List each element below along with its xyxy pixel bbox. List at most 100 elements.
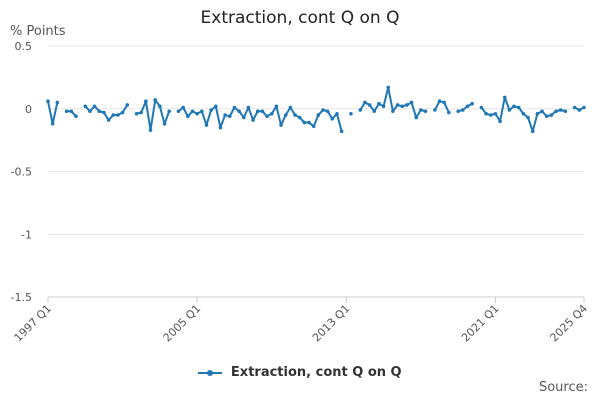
- data-point[interactable]: [386, 85, 391, 90]
- data-point[interactable]: [209, 108, 213, 112]
- data-point[interactable]: [195, 111, 199, 116]
- data-point[interactable]: [367, 103, 372, 107]
- data-point[interactable]: [111, 113, 116, 117]
- data-point[interactable]: [204, 123, 209, 127]
- data-point[interactable]: [181, 105, 185, 110]
- data-point[interactable]: [102, 110, 106, 115]
- data-point[interactable]: [572, 105, 577, 110]
- data-point[interactable]: [148, 128, 153, 132]
- data-point[interactable]: [255, 109, 260, 114]
- data-point[interactable]: [74, 114, 78, 119]
- data-point[interactable]: [186, 114, 190, 119]
- data-point[interactable]: [158, 104, 162, 109]
- data-point[interactable]: [55, 100, 60, 105]
- data-point[interactable]: [535, 111, 540, 116]
- data-point[interactable]: [316, 113, 321, 117]
- data-point[interactable]: [64, 109, 69, 114]
- data-point[interactable]: [330, 116, 335, 121]
- data-point[interactable]: [297, 115, 302, 120]
- data-point[interactable]: [549, 113, 554, 117]
- data-point[interactable]: [200, 109, 204, 114]
- data-point[interactable]: [167, 109, 171, 114]
- data-point[interactable]: [251, 118, 255, 122]
- data-point[interactable]: [237, 109, 241, 114]
- data-point[interactable]: [83, 104, 88, 109]
- data-point[interactable]: [260, 109, 265, 114]
- data-point[interactable]: [339, 129, 344, 134]
- data-point[interactable]: [116, 113, 120, 117]
- data-point[interactable]: [447, 110, 451, 115]
- data-point[interactable]: [232, 105, 237, 110]
- data-point[interactable]: [363, 100, 367, 105]
- data-point[interactable]: [46, 99, 50, 104]
- legend[interactable]: Extraction, cont Q on Q: [0, 365, 600, 380]
- data-point[interactable]: [144, 99, 148, 104]
- data-point[interactable]: [269, 111, 274, 116]
- data-point[interactable]: [153, 98, 157, 102]
- data-point[interactable]: [423, 109, 428, 114]
- data-point[interactable]: [433, 108, 437, 112]
- data-point[interactable]: [465, 104, 470, 109]
- data-point[interactable]: [92, 104, 97, 109]
- data-point[interactable]: [265, 114, 269, 119]
- data-point[interactable]: [349, 111, 353, 116]
- data-point[interactable]: [213, 104, 218, 109]
- data-point[interactable]: [223, 113, 227, 117]
- data-point[interactable]: [120, 110, 125, 115]
- data-point[interactable]: [274, 104, 279, 109]
- data-point[interactable]: [241, 115, 246, 120]
- data-point[interactable]: [358, 108, 363, 112]
- data-point[interactable]: [554, 109, 558, 114]
- data-point[interactable]: [456, 109, 460, 114]
- data-point[interactable]: [405, 103, 409, 107]
- data-point[interactable]: [498, 119, 502, 124]
- data-point[interactable]: [391, 109, 395, 114]
- data-point[interactable]: [97, 109, 102, 114]
- data-point[interactable]: [409, 100, 414, 105]
- data-point[interactable]: [488, 113, 493, 117]
- data-point[interactable]: [577, 108, 582, 112]
- data-point[interactable]: [279, 123, 283, 127]
- data-point[interactable]: [88, 109, 92, 114]
- data-point[interactable]: [507, 108, 512, 112]
- data-point[interactable]: [325, 109, 330, 114]
- data-point[interactable]: [437, 99, 442, 104]
- data-point[interactable]: [162, 122, 167, 126]
- data-point[interactable]: [479, 105, 484, 110]
- data-point[interactable]: [502, 95, 507, 100]
- data-point[interactable]: [190, 109, 195, 114]
- data-point[interactable]: [302, 120, 307, 125]
- data-point[interactable]: [530, 129, 535, 134]
- data-point[interactable]: [540, 109, 544, 114]
- data-point[interactable]: [246, 105, 251, 110]
- data-point[interactable]: [526, 115, 530, 120]
- data-point[interactable]: [419, 108, 423, 112]
- data-point[interactable]: [493, 111, 498, 116]
- data-point[interactable]: [176, 109, 181, 114]
- data-point[interactable]: [335, 111, 339, 116]
- data-point[interactable]: [516, 105, 521, 110]
- data-point[interactable]: [50, 122, 55, 126]
- data-point[interactable]: [218, 125, 223, 130]
- data-point[interactable]: [563, 109, 568, 114]
- data-point[interactable]: [414, 115, 419, 120]
- data-point[interactable]: [69, 109, 74, 114]
- data-point[interactable]: [582, 105, 586, 110]
- data-point[interactable]: [470, 101, 474, 106]
- data-point[interactable]: [377, 101, 381, 106]
- data-point[interactable]: [311, 124, 316, 129]
- data-point[interactable]: [125, 103, 130, 107]
- data-point[interactable]: [461, 108, 465, 112]
- data-point[interactable]: [139, 110, 144, 115]
- data-point[interactable]: [395, 103, 400, 107]
- data-point[interactable]: [544, 114, 549, 119]
- data-point[interactable]: [293, 113, 297, 117]
- data-point[interactable]: [521, 111, 526, 116]
- data-point[interactable]: [288, 105, 293, 110]
- data-point[interactable]: [442, 100, 446, 105]
- data-point[interactable]: [484, 111, 488, 116]
- data-point[interactable]: [381, 104, 386, 109]
- data-point[interactable]: [558, 108, 563, 112]
- data-point[interactable]: [400, 104, 405, 109]
- data-point[interactable]: [372, 109, 377, 114]
